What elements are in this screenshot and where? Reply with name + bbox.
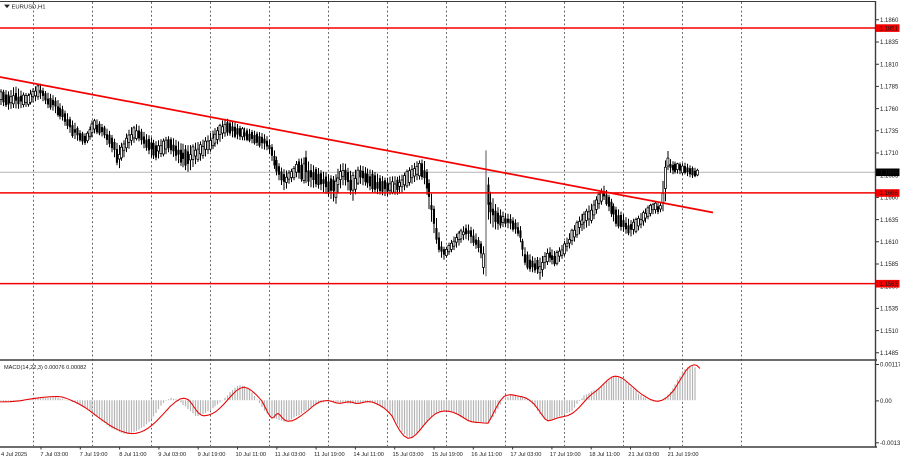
svg-text:1.1666: 1.1666	[880, 191, 899, 197]
svg-text:1.1835: 1.1835	[880, 40, 899, 46]
svg-text:21 Jul 19:00: 21 Jul 19:00	[668, 452, 699, 458]
svg-text:15 Jul 03:00: 15 Jul 03:00	[393, 452, 424, 458]
svg-text:8 Jul 11:00: 8 Jul 11:00	[119, 452, 146, 458]
svg-text:EURUSD,H1: EURUSD,H1	[12, 4, 46, 10]
svg-text:1.1585: 1.1585	[880, 262, 899, 268]
svg-text:11 Jul 03:00: 11 Jul 03:00	[275, 452, 306, 458]
svg-text:17 Jul 19:00: 17 Jul 19:00	[550, 452, 581, 458]
svg-text:7 Jul 19:00: 7 Jul 19:00	[80, 452, 108, 458]
svg-text:18 Jul 11:00: 18 Jul 11:00	[589, 452, 620, 458]
svg-text:11 Jul 19:00: 11 Jul 19:00	[314, 452, 345, 458]
svg-text:1.1735: 1.1735	[880, 129, 899, 135]
svg-text:1.1563: 1.1563	[880, 282, 899, 288]
svg-text:1.1510: 1.1510	[880, 329, 899, 335]
svg-text:9 Jul 19:00: 9 Jul 19:00	[198, 452, 226, 458]
svg-text:10 Jul 11:00: 10 Jul 11:00	[236, 452, 267, 458]
svg-text:1.1635: 1.1635	[880, 218, 899, 224]
svg-text:0.00: 0.00	[880, 399, 892, 405]
svg-text:21 Jul 03:00: 21 Jul 03:00	[628, 452, 659, 458]
svg-text:-0.00136: -0.00136	[880, 441, 900, 447]
svg-text:4 Jul 2025: 4 Jul 2025	[1, 452, 27, 458]
svg-text:16 Jul 11:00: 16 Jul 11:00	[471, 452, 502, 458]
svg-text:0.00117: 0.00117	[880, 363, 900, 369]
svg-text:1.1610: 1.1610	[880, 240, 899, 246]
svg-text:15 Jul 19:00: 15 Jul 19:00	[432, 452, 463, 458]
svg-text:17 Jul 03:00: 17 Jul 03:00	[510, 452, 541, 458]
svg-text:1.1810: 1.1810	[880, 62, 899, 68]
svg-text:1.1685: 1.1685	[880, 173, 899, 179]
svg-text:1.1785: 1.1785	[880, 85, 899, 91]
svg-text:1.1760: 1.1760	[880, 107, 899, 113]
svg-text:MACD(14,22,3) 0.00076 0.00082: MACD(14,22,3) 0.00076 0.00082	[4, 365, 86, 371]
svg-text:1.1860: 1.1860	[880, 18, 899, 24]
svg-text:1.1485: 1.1485	[880, 351, 899, 357]
svg-text:1.1535: 1.1535	[880, 307, 899, 313]
svg-text:7 Jul 03:00: 7 Jul 03:00	[40, 452, 68, 458]
svg-text:1.1660: 1.1660	[880, 196, 899, 202]
svg-text:9 Jul 03:00: 9 Jul 03:00	[158, 452, 186, 458]
svg-text:1.1851: 1.1851	[880, 26, 899, 32]
svg-text:1.1689: 1.1689	[880, 171, 899, 177]
svg-text:1.1710: 1.1710	[880, 151, 899, 157]
svg-text:14 Jul 11:00: 14 Jul 11:00	[353, 452, 384, 458]
